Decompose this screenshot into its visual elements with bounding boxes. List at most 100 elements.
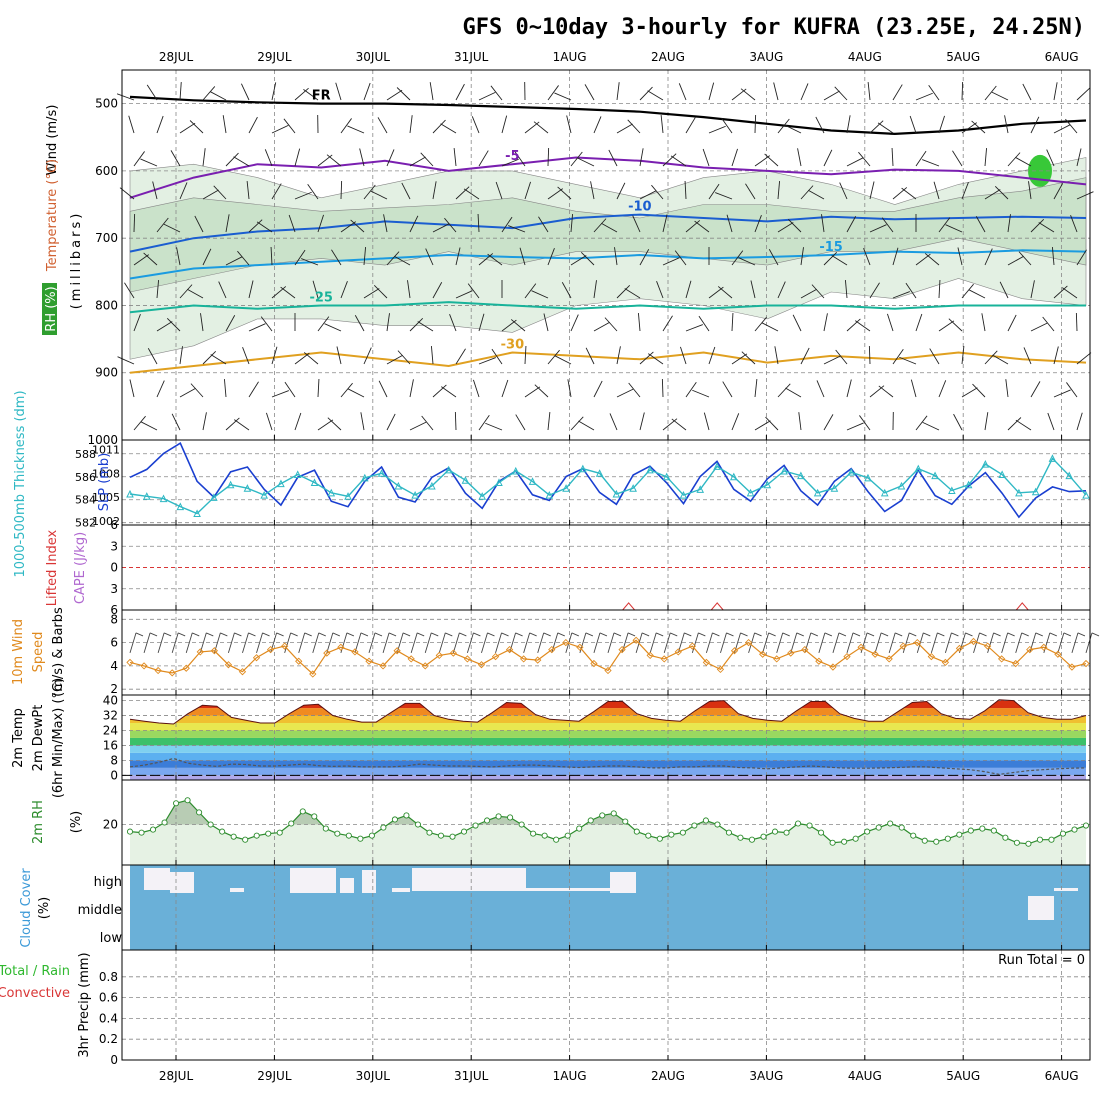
- thickness-marker: [713, 462, 721, 470]
- wind10-barb-flag: [979, 632, 987, 637]
- precip-tick-label: 0: [110, 1053, 118, 1067]
- pressure-tick-label: 600: [95, 164, 118, 178]
- wind-barb: [698, 315, 710, 332]
- wind10-marker: [449, 649, 457, 657]
- wind-barb: [915, 92, 933, 101]
- wind-barb: [327, 417, 342, 431]
- wind-barb: [674, 250, 687, 266]
- temp-color-band: [130, 700, 1086, 709]
- dewpt2m-label: 2m DewPt: [31, 705, 46, 772]
- date-label-top: 28JUL: [159, 50, 194, 64]
- wind10-barb-flag: [501, 632, 509, 637]
- wind10-barb-flag: [332, 632, 341, 637]
- wind-barb: [846, 379, 852, 398]
- wind-barb: [491, 348, 503, 365]
- wind10-barb: [663, 632, 671, 654]
- isotherm-label: -25: [309, 290, 333, 305]
- wind10-barb-flag: [909, 632, 917, 637]
- wind-barb: [317, 419, 334, 431]
- wind-barb: [557, 186, 572, 200]
- wind-barb: [1028, 181, 1032, 200]
- wind10-marker: [365, 657, 373, 665]
- wind-barb: [218, 281, 227, 299]
- wind-barb: [745, 183, 756, 200]
- wind10-barb-flag: [388, 632, 397, 637]
- wind10-marker: [379, 662, 387, 670]
- wind-barb: [1004, 115, 1009, 134]
- wind-barb: [765, 416, 779, 431]
- wind10-marker: [210, 647, 218, 655]
- wind10-marker: [1012, 659, 1020, 668]
- wind-barb: [957, 247, 963, 266]
- thickness-marker: [948, 486, 956, 495]
- rh2m-marker: [1036, 836, 1043, 843]
- thickness-tick-label: 586: [75, 471, 96, 484]
- wind-barb: [808, 189, 825, 200]
- wind10-marker: [281, 642, 289, 650]
- wind-barb: [303, 89, 319, 101]
- rh2m-marker: [679, 829, 686, 836]
- wind10-marker: [716, 665, 725, 674]
- wind10-barb-flag: [445, 632, 453, 637]
- wind10-barb-flag: [374, 632, 383, 637]
- wind10-barb-flag: [543, 632, 551, 637]
- wind-barb: [685, 220, 701, 233]
- rh2m-label: 2m RH: [31, 800, 46, 844]
- thickness-marker: [864, 473, 872, 482]
- wind-barb: [694, 220, 710, 233]
- wind-barb: [1076, 352, 1092, 365]
- wind10-barb-flag: [149, 632, 158, 637]
- thickness-marker: [310, 478, 319, 486]
- thickness-marker: [880, 488, 889, 497]
- wind10-units-label: (m/s) & Barbs: [51, 607, 66, 697]
- wind-barb: [280, 286, 296, 299]
- wind-barb: [429, 82, 434, 101]
- wind-barb: [248, 280, 254, 299]
- rh2m-marker: [656, 835, 663, 842]
- wind-barb: [409, 215, 419, 233]
- isotherm-label: -30: [501, 338, 525, 353]
- wind10-barb-flag: [1007, 632, 1015, 637]
- wind-barb: [170, 150, 181, 167]
- wind-barb: [133, 415, 146, 431]
- wind10-barb-flag: [880, 632, 889, 637]
- rh2m-marker: [933, 838, 940, 845]
- wind10-tick-label: 8: [110, 612, 118, 626]
- wind-barb: [1053, 389, 1071, 398]
- rh2m-marker: [725, 829, 732, 836]
- wind10-barb-flag: [810, 632, 819, 637]
- wind10-barb-flag: [135, 632, 144, 637]
- wind-barb: [867, 82, 871, 101]
- wind10-marker: [393, 647, 401, 655]
- wind-barb: [754, 316, 767, 332]
- wind-barb: [909, 115, 917, 134]
- upper-wind-label: Wind (m/s): [45, 105, 60, 176]
- wind-barb: [225, 417, 240, 431]
- wind-barb: [816, 380, 825, 398]
- wind-barb: [1070, 215, 1078, 233]
- thickness-marker: [461, 476, 470, 484]
- wind10-marker: [801, 645, 809, 654]
- wind-barb: [1007, 152, 1021, 167]
- wind-barb: [363, 82, 371, 101]
- wind-barb: [1047, 412, 1055, 431]
- wind10-marker: [759, 650, 767, 658]
- wind10-marker: [1082, 659, 1090, 668]
- rh2m-marker: [691, 822, 698, 829]
- rh2m-marker: [783, 829, 790, 836]
- wind-barb: [271, 346, 278, 365]
- cloud-clear-gap: [340, 878, 354, 893]
- wind10-barb-flag: [220, 632, 228, 637]
- wind-barb: [156, 280, 160, 299]
- wind-barb: [928, 84, 940, 101]
- wind-barb: [910, 379, 917, 398]
- wind-barb: [386, 149, 395, 167]
- wind-barb: [616, 388, 634, 398]
- wind-barb: [972, 383, 986, 398]
- wind-barb: [266, 412, 273, 431]
- thickness-marker: [662, 472, 671, 481]
- slp-label: SLP (mb): [97, 453, 112, 512]
- wind10-marker: [730, 647, 739, 655]
- cape-spike: [710, 602, 724, 611]
- thickness-marker: [528, 477, 537, 485]
